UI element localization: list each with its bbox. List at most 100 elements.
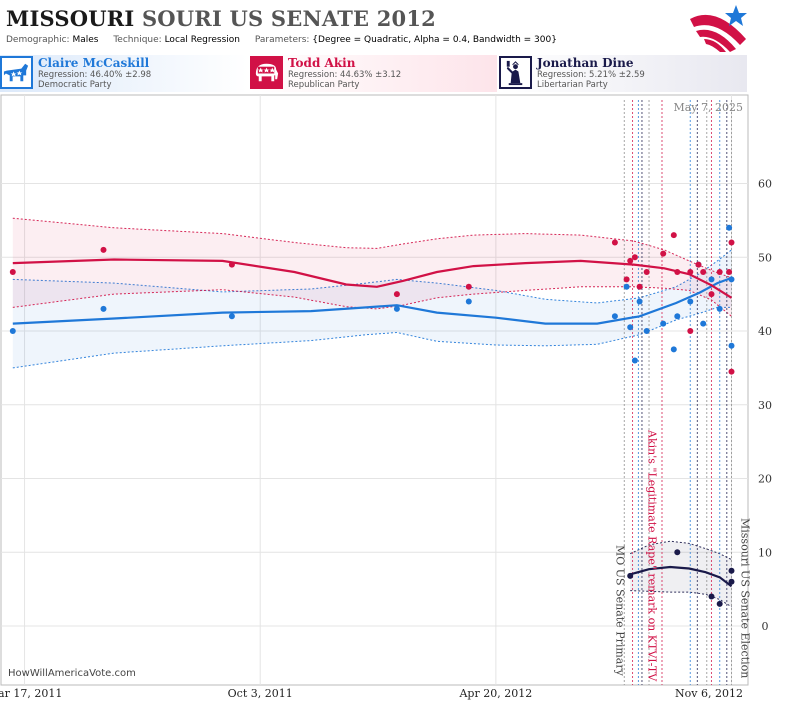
poll-point xyxy=(627,324,634,331)
x-tick-label: Nov 6, 2012 xyxy=(675,687,743,700)
confidence-upper xyxy=(12,249,732,304)
candidate-card-akin: Todd Akin Regression: 44.63% ±3.12 Repub… xyxy=(250,55,497,92)
poll-point xyxy=(728,276,735,283)
x-tick-label: Mar 17, 2011 xyxy=(0,687,62,700)
poll-point xyxy=(9,269,16,275)
event-annotation: MO US Senate Primary xyxy=(613,545,626,677)
candidate-card-mccaskill: Claire McCaskill Regression: 46.40% ±2.9… xyxy=(0,55,248,92)
demographic-label: Demographic: xyxy=(6,35,70,45)
poll-point xyxy=(708,276,715,283)
poll-point xyxy=(700,269,707,275)
poll-point xyxy=(728,342,735,349)
y-tick-label: 50 xyxy=(758,251,772,264)
y-tick-label: 40 xyxy=(758,325,772,338)
poll-point xyxy=(708,291,715,298)
poll-point xyxy=(631,357,638,364)
technique-label: Technique: xyxy=(113,35,162,45)
confidence-lower xyxy=(12,306,732,369)
statue-of-liberty-icon xyxy=(499,56,532,89)
poll-point xyxy=(728,239,735,246)
poll-point xyxy=(465,298,472,305)
poll-point xyxy=(660,250,667,257)
site-logo-icon xyxy=(690,5,747,52)
candidate-regression: Regression: 44.63% ±3.12 xyxy=(288,70,402,80)
poll-point xyxy=(728,368,735,375)
poll-point xyxy=(674,313,681,320)
poll-point xyxy=(674,269,681,275)
poll-point xyxy=(100,246,107,253)
poll-point xyxy=(627,257,634,264)
poll-point xyxy=(726,224,733,231)
footer-site: HowWillAmericaVote.com xyxy=(8,668,136,679)
poll-point xyxy=(728,578,735,585)
poll-point xyxy=(393,291,400,298)
poll-point xyxy=(228,261,235,268)
page-title: MISSOURI SOURI US SENATE 2012 xyxy=(6,6,436,31)
candidate-name: Jonathan Dine xyxy=(537,56,634,70)
poll-point xyxy=(687,328,694,334)
confidence-lower xyxy=(12,286,732,317)
candidate-party: Libertarian Party xyxy=(537,80,608,90)
y-tick-label: 10 xyxy=(758,546,772,559)
poll-point xyxy=(726,269,733,275)
poll-point xyxy=(687,298,694,305)
candidate-name: Todd Akin xyxy=(288,56,356,70)
candidate-party: Democratic Party xyxy=(38,80,112,90)
poll-point xyxy=(228,313,235,320)
poll-point xyxy=(9,328,16,334)
chart-meta: Demographic: Males Technique: Local Regr… xyxy=(6,35,557,45)
title-state: MISSOURI xyxy=(6,6,135,31)
confidence-upper xyxy=(12,217,732,279)
event-annotation: Missouri US Senate Election xyxy=(739,518,752,678)
demographic-value: Males xyxy=(72,35,99,45)
elephant-icon xyxy=(250,56,283,89)
trend-line xyxy=(12,276,732,325)
poll-point xyxy=(627,572,634,579)
poll-point xyxy=(670,346,677,353)
candidate-regression: Regression: 5.21% ±2.59 xyxy=(537,70,645,80)
poll-point xyxy=(716,269,723,275)
poll-point xyxy=(728,567,735,574)
event-annotation: Akin's "Legitimate Rape" remark on KTVI-… xyxy=(645,429,658,682)
poll-point xyxy=(636,298,643,305)
poll-point xyxy=(623,276,630,283)
x-tick-label: Oct 3, 2011 xyxy=(228,687,293,700)
poll-point xyxy=(611,313,618,320)
trend-line xyxy=(629,565,733,588)
poll-point xyxy=(636,283,643,290)
donkey-icon xyxy=(0,56,33,89)
poll-point xyxy=(643,269,650,275)
confidence-band xyxy=(12,218,732,317)
poll-point xyxy=(660,320,667,327)
poll-point xyxy=(708,593,715,600)
poll-point xyxy=(643,328,650,334)
candidate-party: Republican Party xyxy=(288,80,360,90)
y-tick-label: 20 xyxy=(758,473,772,486)
candidate-card-dine: Jonathan Dine Regression: 5.21% ±2.59 Li… xyxy=(499,55,747,92)
y-tick-label: 60 xyxy=(758,178,772,191)
confidence-band xyxy=(630,541,732,607)
y-tick-label: 30 xyxy=(758,399,772,412)
technique-value: Local Regression xyxy=(164,35,240,45)
poll-point xyxy=(695,261,702,268)
poll-point xyxy=(716,600,723,607)
poll-point xyxy=(611,239,618,246)
plot-area xyxy=(0,94,749,686)
y-tick-label: 0 xyxy=(762,620,769,633)
parameters-value: {Degree = Quadratic, Alpha = 0.4, Bandwi… xyxy=(312,35,557,45)
date-stamp: May 7, 2025 xyxy=(673,101,743,114)
poll-point xyxy=(716,305,723,312)
poll-point xyxy=(465,283,472,290)
x-tick-label: Apr 20, 2012 xyxy=(458,687,532,700)
poll-point xyxy=(100,305,107,312)
poll-point xyxy=(623,283,630,290)
poll-point xyxy=(393,305,400,312)
poll-point xyxy=(670,232,677,239)
poll-point xyxy=(631,254,638,261)
title-rest: SOURI US SENATE 2012 xyxy=(141,6,436,31)
poll-point xyxy=(700,320,707,327)
parameters-label: Parameters: xyxy=(254,35,310,45)
poll-point xyxy=(687,269,694,275)
candidate-name: Claire McCaskill xyxy=(38,56,150,70)
